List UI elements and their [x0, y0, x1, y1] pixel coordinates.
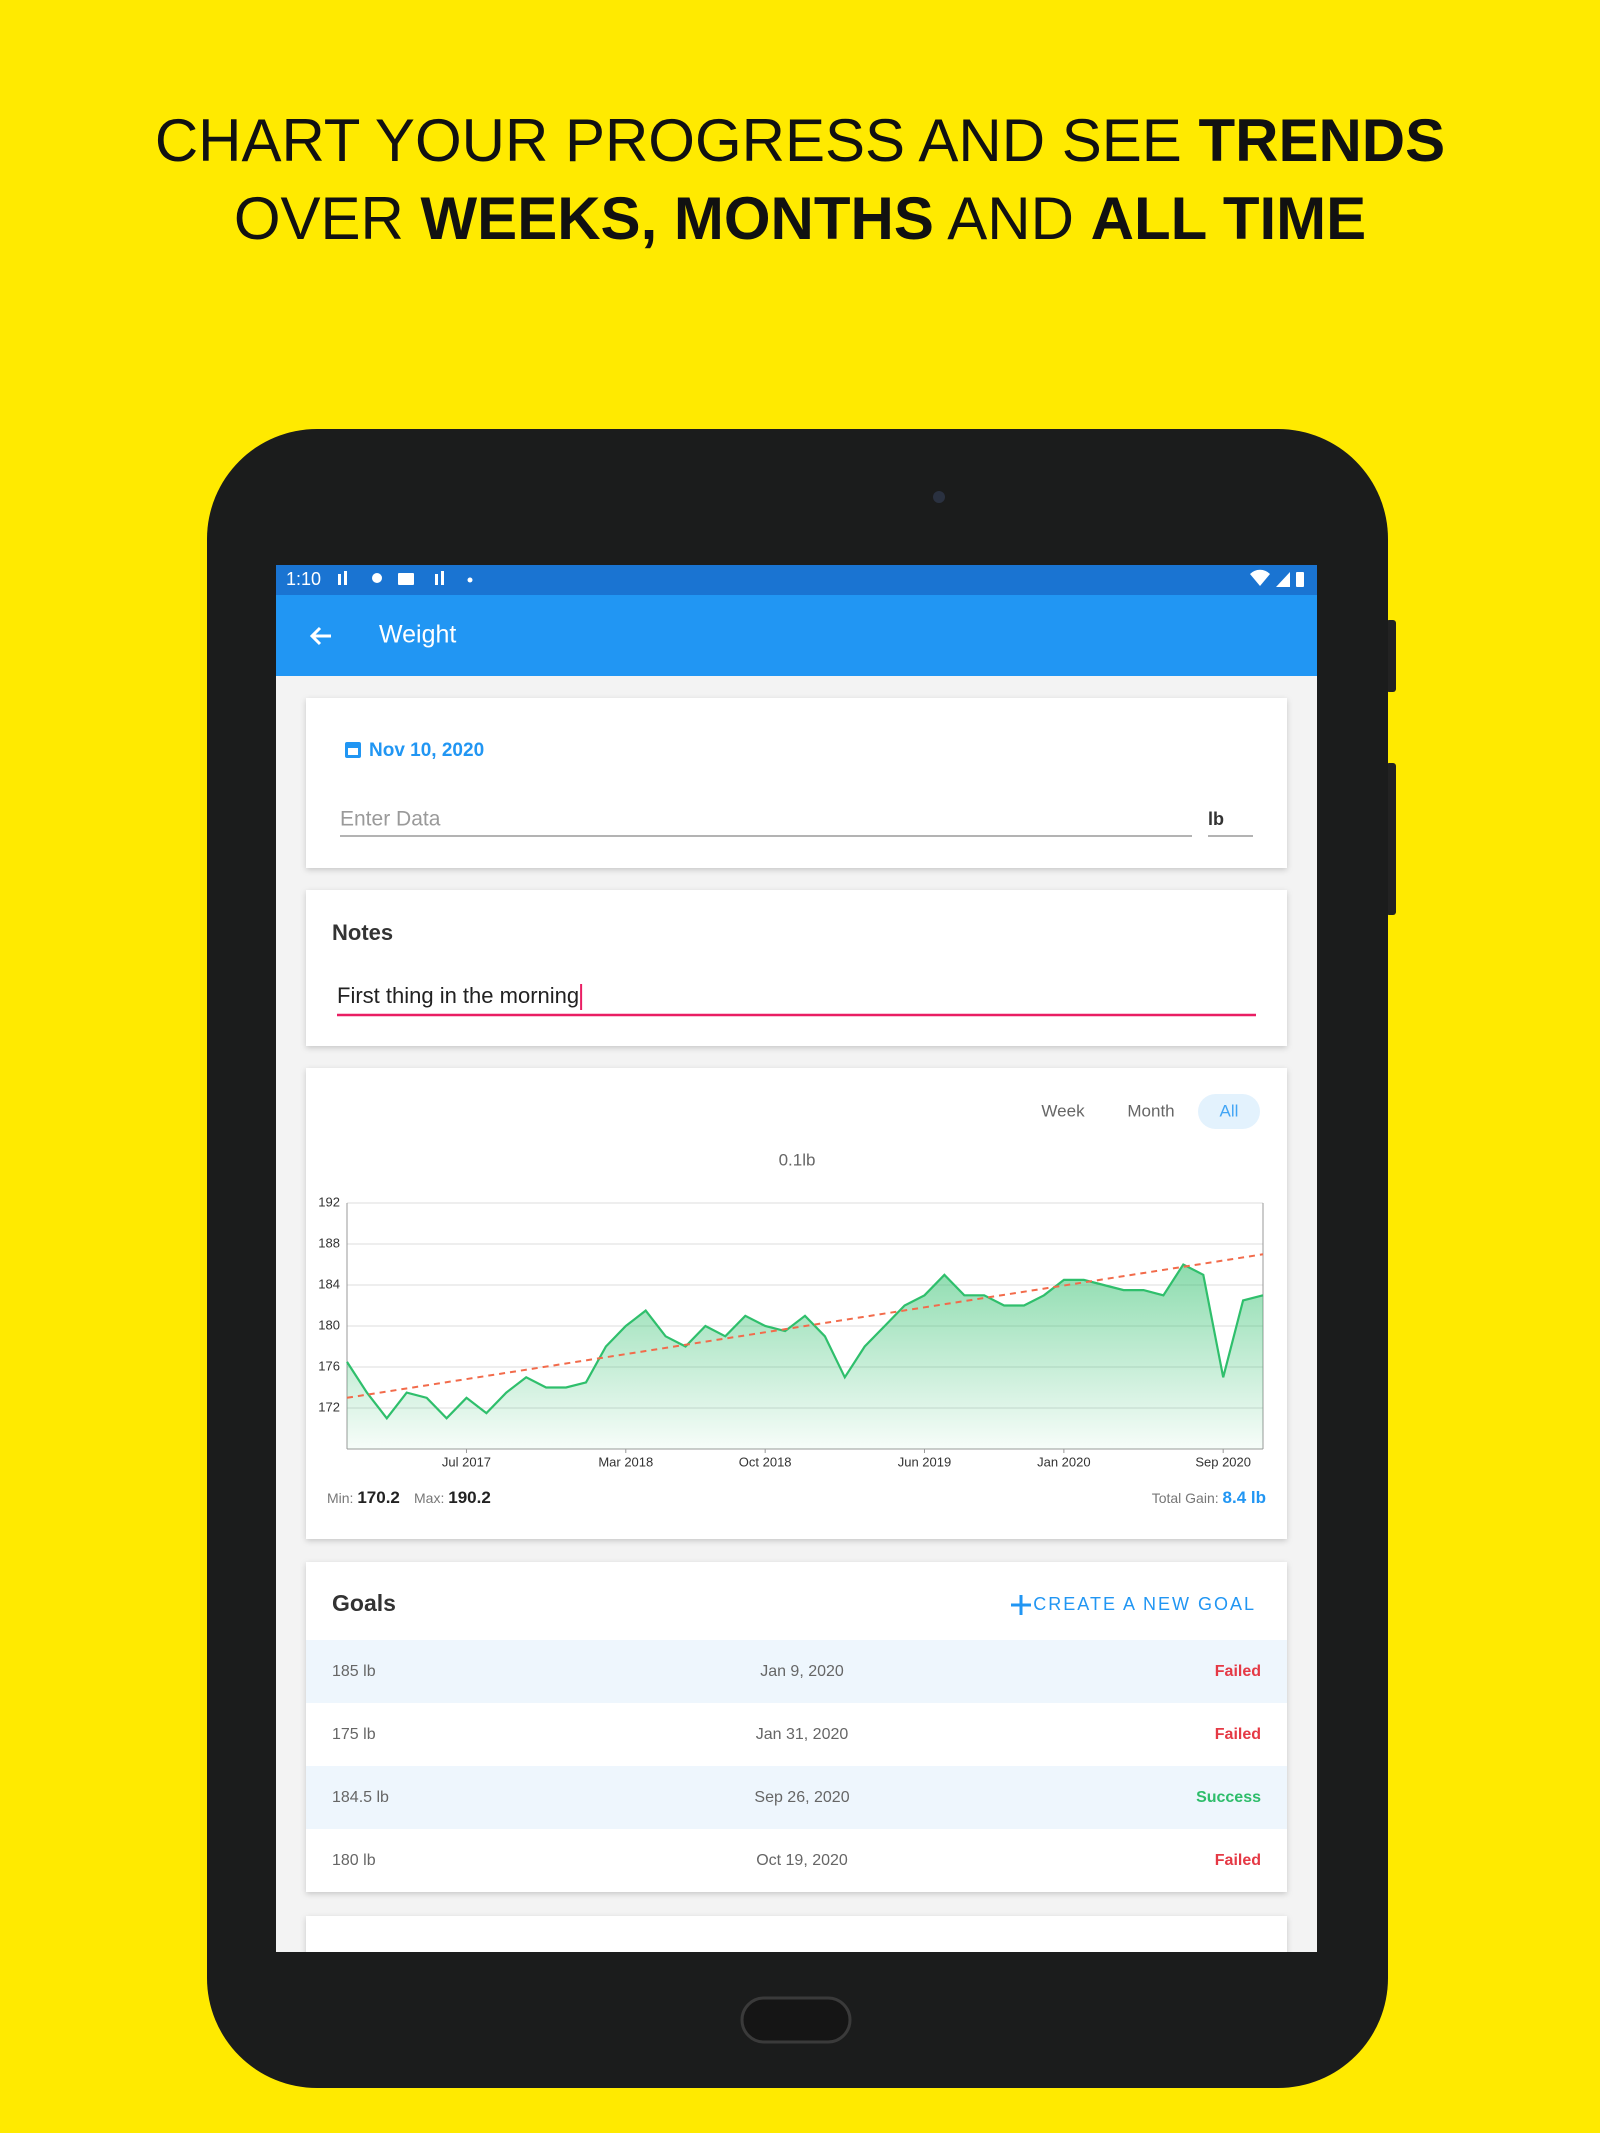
- goals-title: Goals: [332, 1590, 396, 1616]
- headline-line: OVER WEEKS, MONTHS AND ALL TIME: [234, 185, 1366, 252]
- y-tick-label: 176: [318, 1358, 340, 1373]
- home-button[interactable]: [740, 1996, 852, 2044]
- chart-subtitle: 0.1lb: [779, 1150, 816, 1169]
- stat-label: Total Gain:: [1152, 1490, 1219, 1506]
- side-button: [1386, 620, 1396, 692]
- notes-input[interactable]: First thing in the morning: [337, 983, 579, 1008]
- chart: 172 176 180 184 188 192 Jul 2017 Mar 2018 Oct 20…: [318, 1194, 1264, 1469]
- screen: 1:10 Weight Nov 10, 2020 Enter Data lb N…: [276, 565, 1317, 1952]
- area: [347, 1264, 1263, 1449]
- stat-value: 190.2: [448, 1488, 491, 1507]
- unit-select[interactable]: lb: [1208, 809, 1224, 829]
- tab-highlight: [1198, 1094, 1260, 1129]
- goal-date: Sep 26, 2020: [754, 1789, 849, 1806]
- headline-emphasis: WEEKS, MONTHS: [421, 185, 934, 252]
- range-tab[interactable]: All: [1220, 1101, 1239, 1120]
- range-tab[interactable]: Week: [1041, 1101, 1085, 1120]
- status-time: 1:10: [286, 569, 321, 589]
- entry-date[interactable]: Nov 10, 2020: [369, 740, 484, 761]
- goal-target: 180 lb: [332, 1852, 376, 1869]
- max-stat: Max: 190.2: [414, 1488, 491, 1507]
- goal-status: Failed: [1215, 1726, 1261, 1743]
- x-tick-label: Sep 2020: [1195, 1454, 1251, 1469]
- goal-row[interactable]: [306, 1703, 1287, 1766]
- x-tick-label: Mar 2018: [598, 1454, 653, 1469]
- app-bar: [276, 595, 1317, 676]
- headline-emphasis: TRENDS: [1198, 107, 1445, 174]
- calendar-icon: [345, 742, 361, 758]
- data-line: [346, 1263, 1264, 1421]
- goal-date: Jan 9, 2020: [760, 1663, 844, 1680]
- trend-line: [346, 1253, 1264, 1399]
- x-tick-label: Jun 2019: [898, 1454, 952, 1469]
- x-tick-label: Oct 2018: [739, 1454, 792, 1469]
- min-stat: Min: 170.2: [327, 1488, 400, 1507]
- headline-emphasis: ALL TIME: [1091, 185, 1367, 252]
- headline-line: CHART YOUR PROGRESS AND SEE TRENDS: [155, 107, 1445, 174]
- status-icons: [338, 569, 1304, 587]
- goal-status: Failed: [1215, 1852, 1261, 1869]
- headline-text: AND: [934, 185, 1091, 252]
- goal-row[interactable]: [306, 1829, 1287, 1892]
- camera: [933, 491, 945, 503]
- stat-value: 8.4 lb: [1223, 1488, 1266, 1507]
- goal-date: Jan 31, 2020: [756, 1726, 849, 1743]
- stat-label: Min:: [327, 1490, 353, 1506]
- goal-row[interactable]: [306, 1766, 1287, 1829]
- y-tick-label: 192: [318, 1194, 340, 1209]
- notes-label: Notes: [332, 920, 393, 945]
- y-tick-label: 188: [318, 1235, 340, 1250]
- range-tab[interactable]: Month: [1127, 1101, 1174, 1120]
- y-tick-label: 184: [318, 1276, 340, 1291]
- gain-stat: Total Gain: 8.4 lb: [1152, 1488, 1266, 1507]
- goal-target: 175 lb: [332, 1726, 376, 1743]
- side-button: [1386, 763, 1396, 915]
- app-title: Weight: [379, 621, 456, 649]
- entry-input[interactable]: Enter Data: [340, 808, 441, 831]
- entry-card: [306, 698, 1287, 868]
- next-card: [306, 1916, 1287, 1952]
- goal-date: Oct 19, 2020: [756, 1852, 848, 1869]
- goal-status: Success: [1196, 1789, 1261, 1806]
- x-tick-label: Jul 2017: [442, 1454, 491, 1469]
- back-button[interactable]: [309, 626, 331, 646]
- stat-label: Max:: [414, 1490, 444, 1506]
- y-tick-label: 172: [318, 1399, 340, 1414]
- goal-row[interactable]: [306, 1640, 1287, 1703]
- goal-target: 184.5 lb: [332, 1789, 389, 1806]
- goal-list: 185 lb Jan 9, 2020 Failed 175 lb Jan 31, 202…: [306, 1640, 1287, 1892]
- stat-value: 170.2: [357, 1488, 400, 1507]
- range-tabs: Week Month All: [1041, 1094, 1260, 1129]
- goal-status: Failed: [1215, 1663, 1261, 1680]
- x-tick-label: Jan 2020: [1037, 1454, 1091, 1469]
- headline-text: OVER: [234, 185, 421, 252]
- y-tick-label: 180: [318, 1317, 340, 1332]
- status-bar: [276, 565, 1317, 595]
- create-goal-button[interactable]: CREATE A NEW GOAL: [1033, 1594, 1256, 1614]
- goal-target: 185 lb: [332, 1663, 376, 1680]
- notes-card: [306, 890, 1287, 1046]
- add-icon[interactable]: [1011, 1595, 1031, 1615]
- headline-text: CHART YOUR PROGRESS AND SEE: [155, 107, 1199, 174]
